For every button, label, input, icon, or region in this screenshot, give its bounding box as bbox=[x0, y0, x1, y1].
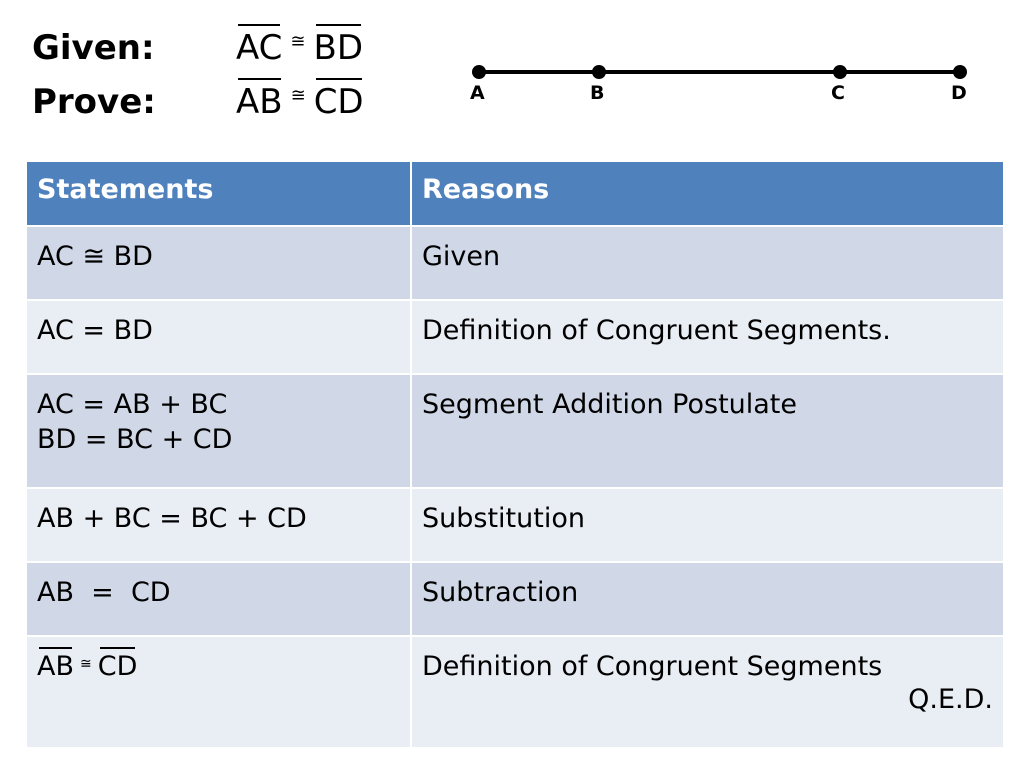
reason-cell: Given bbox=[410, 225, 1005, 301]
statement-cell: AC = BD bbox=[25, 299, 412, 375]
table-row: AB = CD Subtraction bbox=[25, 561, 1005, 637]
reason-cell: Segment Addition Postulate bbox=[410, 373, 1005, 489]
point-c-dot bbox=[833, 65, 847, 79]
reason-cell: Definition of Congruent Segments. bbox=[410, 299, 1005, 375]
table-row: AB ≅ CD Definition of Congruent Segments Q… bbox=[25, 635, 1005, 749]
given-congruent-symbol: ≅ bbox=[290, 31, 306, 52]
given-segment-left: AC bbox=[236, 24, 283, 68]
reason-cell: Definition of Congruent Segments Q.E.D. bbox=[410, 635, 1005, 749]
point-a-dot bbox=[472, 65, 486, 79]
table-row: AB + BC = BC + CD Substitution bbox=[25, 487, 1005, 563]
table-row: AC = AB + BC BD = BC + CD Segment Additi… bbox=[25, 373, 1005, 489]
point-d-label: D bbox=[951, 82, 967, 104]
segment-diagram: A B C D bbox=[470, 65, 967, 104]
statement-segment-left: AB bbox=[37, 647, 74, 682]
point-b-dot bbox=[592, 65, 606, 79]
prove-label: Prove: bbox=[32, 82, 156, 122]
prove-expression: AB ≅ CD bbox=[236, 78, 364, 122]
statement-cell: AB ≅ CD bbox=[25, 635, 412, 749]
reason-cell: Substitution bbox=[410, 487, 1005, 563]
prove-congruent-symbol: ≅ bbox=[290, 85, 306, 106]
prove-segment-left: AB bbox=[236, 78, 283, 122]
given-segment-right: BD bbox=[313, 24, 364, 68]
statement-line: AC = AB + BC bbox=[37, 389, 228, 420]
statements-header: Statements bbox=[25, 160, 412, 227]
reason-cell: Subtraction bbox=[410, 561, 1005, 637]
statement-cell: AC = AB + BC BD = BC + CD bbox=[25, 373, 412, 489]
proof-table: Statements Reasons AC ≅ BD Given AC = BD… bbox=[25, 160, 1005, 749]
table-row: AC ≅ BD Given bbox=[25, 225, 1005, 301]
statement-cell: AC ≅ BD bbox=[25, 225, 412, 301]
given-expression: AC ≅ BD bbox=[236, 24, 364, 68]
statement-cell: AB + BC = BC + CD bbox=[25, 487, 412, 563]
statement-segment-right: CD bbox=[97, 647, 138, 682]
statement-congruent-symbol: ≅ bbox=[80, 656, 92, 672]
reasons-header: Reasons bbox=[410, 160, 1005, 227]
given-label: Given: bbox=[32, 28, 155, 68]
prove-segment-right: CD bbox=[313, 78, 364, 122]
point-a-label: A bbox=[470, 82, 485, 104]
reason-text: Definition of Congruent Segments bbox=[422, 651, 883, 682]
point-d-dot bbox=[953, 65, 967, 79]
point-c-label: C bbox=[831, 82, 845, 104]
statement-line: BD = BC + CD bbox=[37, 424, 233, 455]
point-b-label: B bbox=[590, 82, 604, 104]
statement-cell: AB = CD bbox=[25, 561, 412, 637]
qed-note: Q.E.D. bbox=[908, 684, 993, 715]
table-row: AC = BD Definition of Congruent Segments… bbox=[25, 299, 1005, 375]
